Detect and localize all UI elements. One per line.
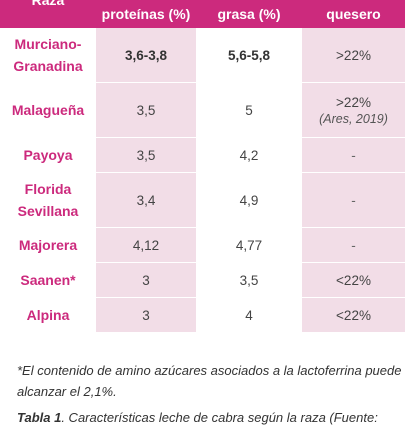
header-quesero: quesero (302, 0, 405, 28)
table-caption: Tabla 1. Características leche de cabra … (17, 410, 402, 425)
table-row: Murciano-Granadina 3,6-3,8 5,6-5,8 >22% (0, 28, 405, 83)
row-proteinas: 3 (96, 298, 196, 333)
row-proteinas: 3 (96, 263, 196, 298)
row-grasa: 3,5 (201, 263, 297, 298)
row-quesero: <22% (302, 263, 405, 298)
header-proteinas: proteínas (%) (96, 0, 196, 28)
row-quesero: >22% (302, 28, 405, 83)
table-row: Payoya 3,5 4,2 - (0, 138, 405, 173)
row-quesero: - (302, 228, 405, 263)
table-footnote: *El contenido de amino azúcares asociado… (17, 363, 402, 399)
row-grasa: 4,2 (201, 138, 297, 173)
row-quesero: <22% (302, 298, 405, 333)
row-proteinas: 3,5 (96, 83, 196, 138)
row-grasa: 5 (201, 83, 297, 138)
header-gap (297, 0, 302, 28)
table-row: Malagueña 3,5 5 >22% (Ares, 2019) (0, 83, 405, 138)
row-proteinas: 4,12 (96, 228, 196, 263)
row-quesero: - (302, 173, 405, 228)
header-raza: Raza (0, 0, 96, 28)
table-row: Alpina 3 4 <22% (0, 298, 405, 333)
breed-table-container: Raza proteínas (%) grasa (%) quesero Mur… (0, 0, 405, 333)
goat-milk-breed-table: Raza proteínas (%) grasa (%) quesero Mur… (0, 0, 405, 333)
table-header-row: Raza proteínas (%) grasa (%) quesero (0, 0, 405, 28)
row-raza: Saanen* (0, 263, 96, 298)
caption-text: . Características leche de cabra según l… (61, 410, 378, 425)
caption-label: Tabla 1 (17, 410, 62, 425)
header-grasa: grasa (%) (201, 0, 297, 28)
row-raza: Majorera (0, 228, 96, 263)
row-proteinas: 3,6-3,8 (96, 28, 196, 83)
row-grasa: 4,9 (201, 173, 297, 228)
table-row: Majorera 4,12 4,77 - (0, 228, 405, 263)
row-proteinas: 3,4 (96, 173, 196, 228)
row-quesero: - (302, 138, 405, 173)
row-raza: Payoya (0, 138, 96, 173)
table-row: Saanen* 3 3,5 <22% (0, 263, 405, 298)
row-citation: (Ares, 2019) (319, 111, 388, 126)
table-row: Florida Sevillana 3,4 4,9 - (0, 173, 405, 228)
row-quesero-value: >22% (336, 94, 371, 110)
header-gap (196, 0, 201, 28)
row-raza: Alpina (0, 298, 96, 333)
row-raza: Florida Sevillana (0, 173, 96, 228)
row-raza: Malagueña (0, 83, 96, 138)
row-proteinas: 3,5 (96, 138, 196, 173)
row-grasa: 4 (201, 298, 297, 333)
row-grasa: 4,77 (201, 228, 297, 263)
row-quesero: >22% (Ares, 2019) (302, 83, 405, 138)
row-raza: Murciano-Granadina (0, 28, 96, 83)
row-grasa: 5,6-5,8 (201, 28, 297, 83)
